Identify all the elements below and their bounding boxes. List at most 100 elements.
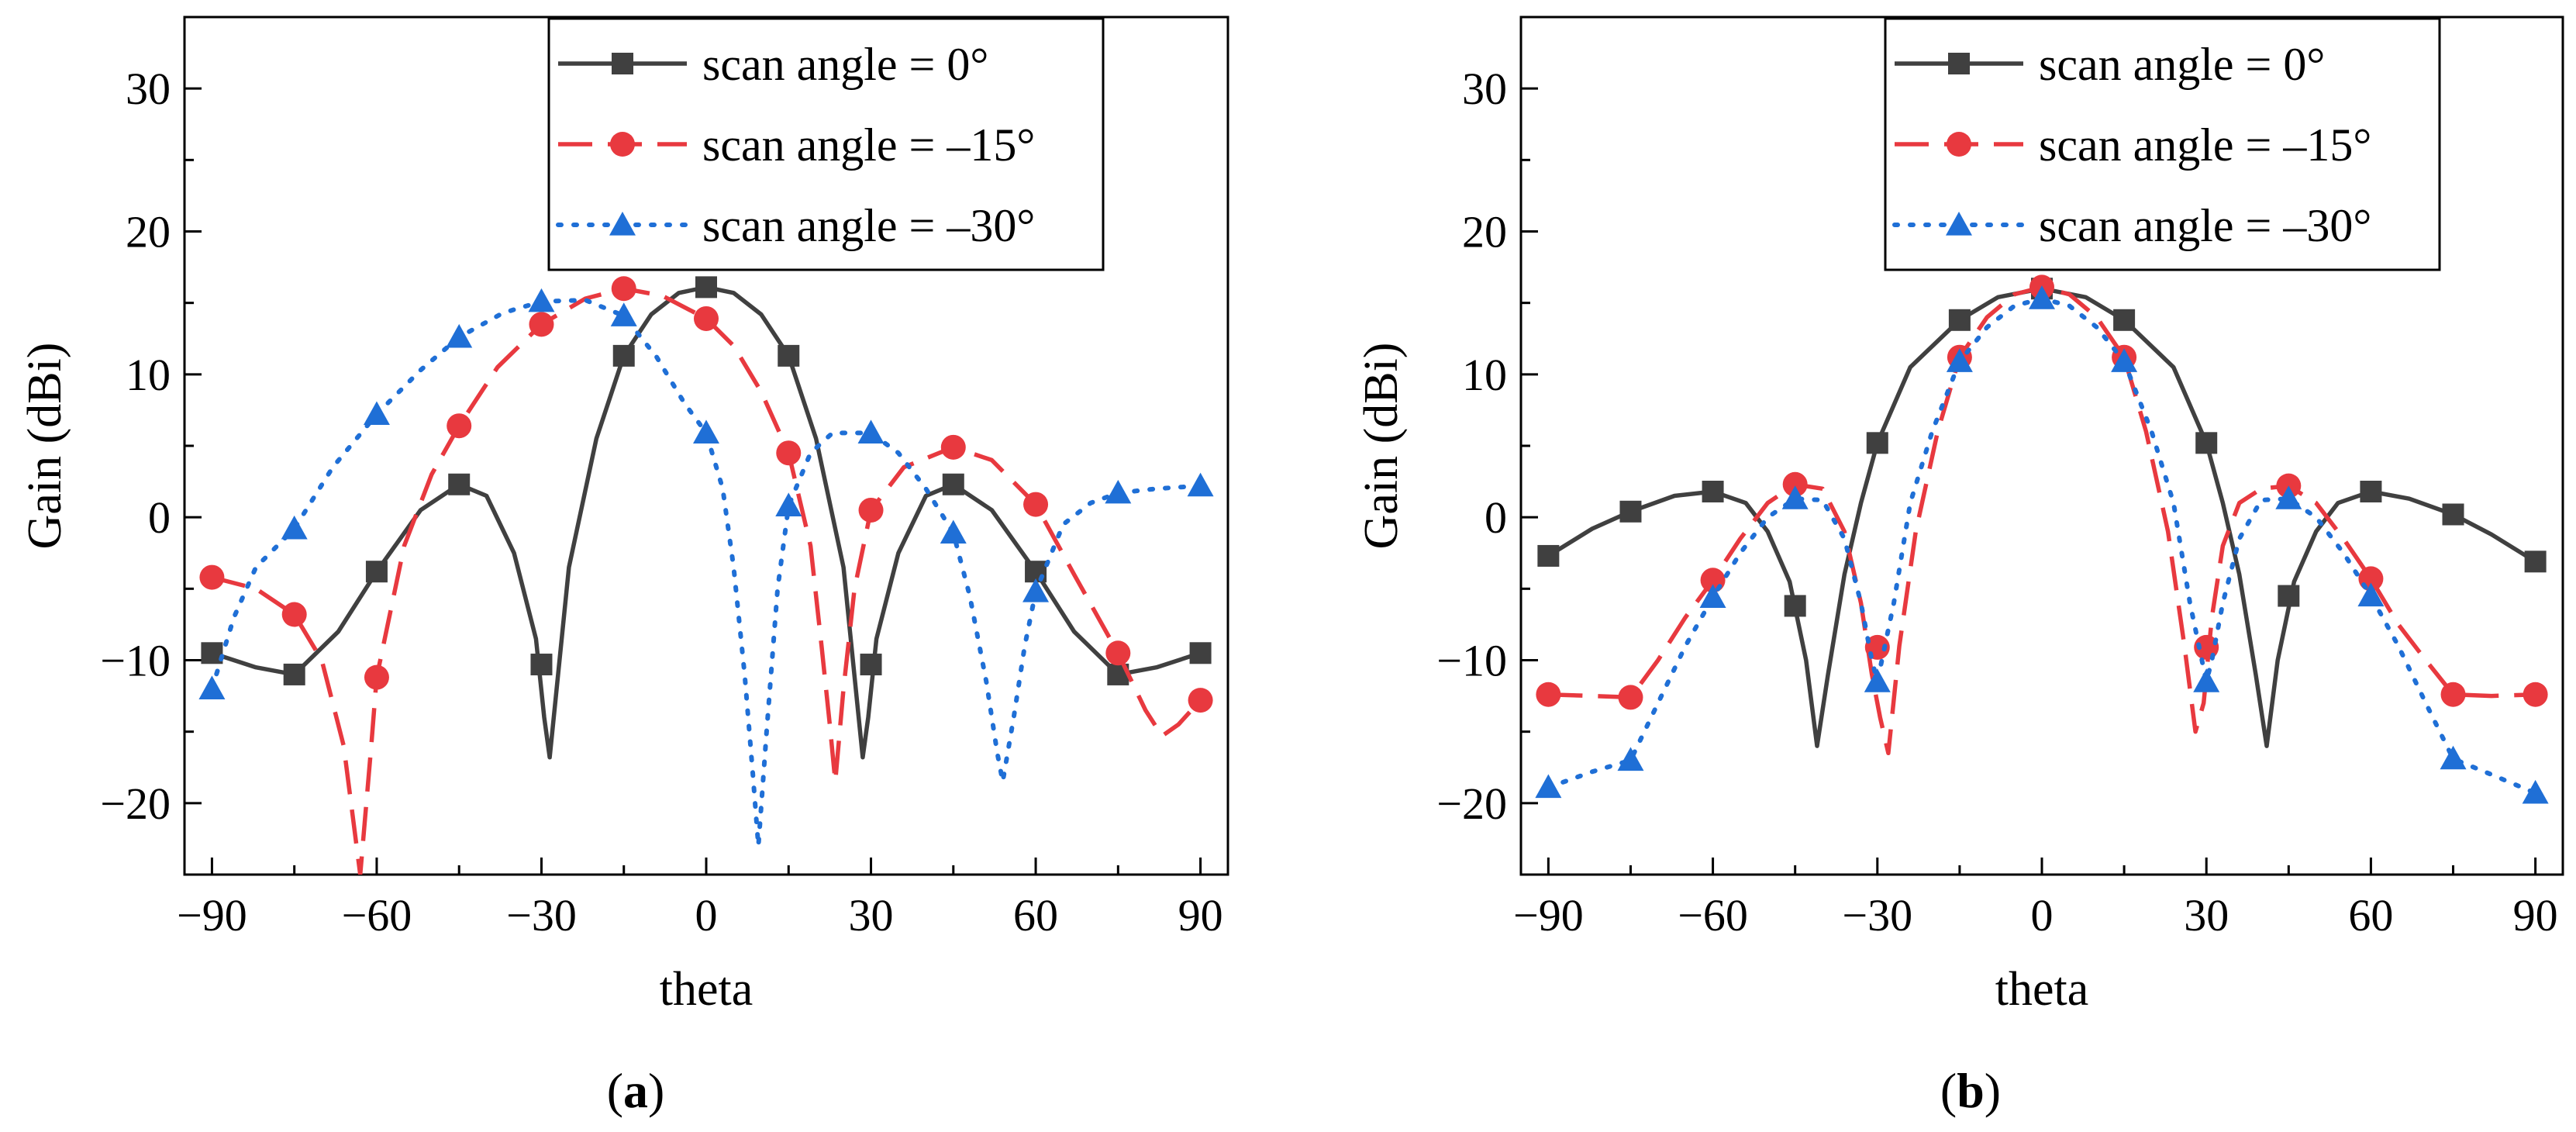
legend-marker-square [612, 53, 633, 74]
x-tick-label: 30 [849, 890, 894, 940]
data-point-square [1948, 309, 1971, 331]
data-point-square [2360, 480, 2382, 502]
series-line [211, 286, 1202, 875]
data-point-triangle [775, 492, 802, 517]
data-point-square [612, 344, 635, 367]
x-tick-label: 60 [1013, 890, 1058, 940]
series-0 [201, 276, 1212, 760]
y-axis-title: Gain (dBi) [19, 343, 71, 550]
data-point-square [2195, 432, 2218, 454]
legend-entry-2: scan angle = –30° [556, 200, 1035, 251]
y-tick-label: 30 [126, 64, 171, 114]
x-tick-label: −30 [506, 890, 577, 940]
data-point-circle [611, 276, 636, 302]
plot-area [1535, 274, 2549, 804]
legend-marker-circle [610, 132, 635, 157]
y-tick-label: 10 [126, 350, 171, 400]
legend-entry-2: scan angle = –30° [1892, 200, 2371, 251]
series-line [1546, 296, 2538, 796]
legend-label: scan angle = 0° [2039, 39, 2325, 90]
data-point-circle [858, 497, 884, 523]
series-2 [1535, 285, 2549, 804]
y-tick-label: 20 [1462, 207, 1507, 257]
chart-panel-a: −90 −60 −30 0 30 60 90 −20 −10 0 10 20 30 theta Gain (… [19, 16, 1229, 1118]
legend: scan angle = 0° scan angle = –15° scan ang… [1884, 17, 2441, 271]
legend-label: scan angle = –30° [2039, 200, 2371, 251]
legend-entry-1: scan angle = –15° [1895, 119, 2371, 171]
data-point-square [695, 276, 717, 299]
data-point-square [2524, 550, 2547, 573]
data-point-triangle [363, 401, 390, 426]
data-point-triangle [1781, 485, 1809, 509]
data-point-triangle [2193, 668, 2220, 692]
x-tick-label: 60 [2348, 890, 2393, 940]
data-point-circle [2440, 682, 2466, 707]
data-point-circle [776, 440, 802, 466]
data-point-square [365, 561, 388, 583]
panel-label: (a) [607, 1063, 665, 1118]
data-point-circle [940, 434, 966, 460]
y-tick-label: 0 [148, 492, 171, 543]
panel-label-close: ) [648, 1063, 664, 1118]
data-point-square [1619, 500, 1642, 523]
data-point-triangle [1699, 584, 1726, 608]
x-axis-title: theta [1995, 963, 2089, 1016]
data-point-triangle [2275, 485, 2302, 509]
legend-label: scan angle = –15° [2039, 119, 2371, 171]
data-point-triangle [2357, 582, 2385, 607]
x-tick-label: −30 [1842, 890, 1912, 940]
data-point-square [448, 473, 471, 495]
plot-area [198, 276, 1214, 875]
legend-entry-0: scan angle = 0° [1895, 39, 2325, 90]
data-point-square [1702, 480, 1724, 502]
panel-label-close: ) [1985, 1063, 2001, 1118]
data-point-circle [1782, 471, 1808, 497]
x-tick-label: 90 [2513, 890, 2558, 940]
y-tick-label: 10 [1462, 350, 1507, 400]
panel-label-open: ( [607, 1063, 623, 1118]
data-point-square [1866, 432, 1888, 454]
data-point-circle [1105, 640, 1131, 666]
data-point-triangle [281, 515, 308, 540]
data-point-triangle [1187, 472, 1214, 497]
series-2 [198, 288, 1214, 849]
series-1 [1536, 274, 2548, 756]
data-point-circle [199, 564, 225, 590]
data-point-triangle [1864, 668, 1891, 692]
data-point-circle [447, 413, 472, 439]
data-point-square [530, 654, 553, 676]
data-point-triangle [198, 675, 226, 699]
legend-label: scan angle = –30° [702, 200, 1035, 251]
legend-entry-1: scan angle = –15° [558, 119, 1035, 171]
data-point-triangle [528, 288, 555, 312]
legend-marker-circle [1947, 132, 1971, 157]
data-point-triangle [2522, 779, 2549, 804]
data-point-triangle [2029, 285, 2055, 309]
legend-marker-triangle [1946, 212, 1972, 236]
series-1 [199, 276, 1213, 875]
data-point-square [2442, 503, 2464, 526]
y-tick-label: 30 [1462, 64, 1507, 114]
data-point-square [942, 473, 964, 495]
data-point-square [1784, 595, 1806, 617]
data-point-circle [364, 664, 389, 690]
data-point-square [778, 344, 800, 367]
x-tick-label: −90 [177, 890, 247, 940]
data-point-circle [1023, 492, 1049, 517]
chart-panel-b: −90 −60 −30 0 30 60 90 −20 −10 0 10 20 30 theta Gain (… [1355, 16, 2564, 1118]
data-point-triangle [1105, 479, 1132, 504]
data-point-triangle [1946, 348, 1973, 372]
x-tick-label: 0 [695, 890, 718, 940]
data-point-triangle [857, 419, 885, 444]
y-tick-label: 0 [1485, 492, 1507, 543]
panel-label-letter: a [623, 1063, 648, 1118]
data-point-circle [1188, 688, 1213, 713]
data-point-circle [2523, 682, 2548, 707]
y-tick-label: −20 [1436, 778, 1507, 829]
panel-label: (b) [1940, 1063, 2001, 1118]
y-tick-label: −10 [1436, 636, 1507, 686]
data-point-triangle [610, 302, 637, 326]
legend: scan angle = 0° scan angle = –15° scan ang… [547, 17, 1105, 271]
data-point-circle [694, 305, 719, 331]
